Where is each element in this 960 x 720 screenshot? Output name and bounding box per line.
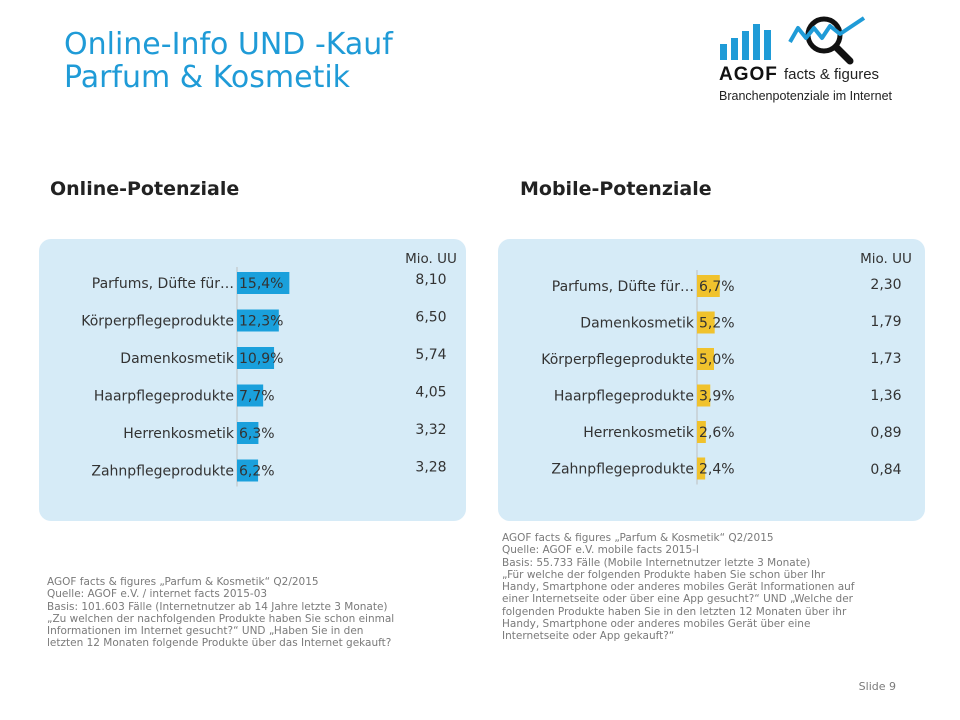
mobile-value-label: 6,7%: [699, 279, 735, 295]
mobile-unit-header: Mio. UU: [860, 251, 912, 267]
mobile-value-label: 3,9%: [699, 389, 735, 405]
online-category-label: Haarpflegeprodukte: [94, 389, 234, 405]
online-bar: [237, 384, 264, 407]
magnifier-chart-icon: [720, 16, 866, 65]
mobile-source-line: Handy, Smartphone oder anderes mobiles G…: [502, 618, 811, 631]
online-category-label: Damenkosmetik: [120, 351, 235, 367]
online-source-line: letzten 12 Monaten folgende Produkte übe…: [47, 637, 392, 650]
mobile-mio-uu-value: 2,30: [870, 277, 901, 293]
mobile-value-label: 5,0%: [699, 352, 735, 368]
online-mio-uu-value: 5,74: [415, 347, 446, 363]
page-title: Online-Info UND -Kauf Parfum & Kosmetik: [64, 28, 393, 94]
logo-brand: AGOF: [719, 64, 778, 85]
online-source-note: AGOF facts & figures „Parfum & Kosmetik“…: [47, 576, 394, 650]
online-source-line: Quelle: AGOF e.V. / internet facts 2015-…: [47, 588, 268, 601]
online-bar: [237, 347, 275, 369]
mobile-bar: [697, 457, 706, 480]
mobile-source-line: Quelle: AGOF e.V. mobile facts 2015-I: [502, 544, 700, 557]
online-chart-panel: Mio. UU Parfums, Düfte für… 15,4% 8,10 Körpe…: [39, 239, 466, 521]
online-unit-header: Mio. UU: [405, 251, 457, 267]
mobile-bar: [697, 311, 715, 334]
mobile-bar: [697, 275, 720, 297]
mobile-value-label: 2,4%: [699, 462, 735, 478]
mobile-mio-uu-value: 1,79: [870, 314, 901, 330]
online-value-label: 15,4%: [239, 276, 283, 292]
mobile-chart-panel: Mio. UU Parfums, Düfte für… 6,7% 2,30 Damenk…: [498, 239, 925, 521]
online-value-label: 10,9%: [239, 351, 283, 367]
online-value-label: 12,3%: [239, 314, 283, 330]
online-category-label: Körperpflegeprodukte: [81, 314, 234, 330]
online-category-label: Herrenkosmetik: [123, 426, 235, 442]
online-source-line: „Zu welchen der nachfolgenden Produkte h…: [47, 612, 395, 625]
mobile-bar: [697, 384, 711, 407]
mobile-category-label: Haarpflegeprodukte: [554, 389, 694, 405]
mobile-source-line: Internetseite oder App gekauft?“: [502, 630, 675, 643]
agof-logo: AGOF facts & figures Branchenpotenziale …: [718, 14, 918, 109]
mobile-category-label: Körperpflegeprodukte: [541, 352, 694, 368]
online-category-label: Zahnpflegeprodukte: [91, 464, 234, 480]
logo-subtitle: Branchenpotenziale im Internet: [719, 89, 893, 103]
online-mio-uu-value: 4,05: [415, 385, 446, 401]
mobile-value-label: 5,2%: [699, 316, 735, 332]
mobile-source-note: AGOF facts & figures „Parfum & Kosmetik“…: [502, 532, 855, 643]
mobile-bar: [697, 348, 714, 370]
mobile-mio-uu-value: 0,84: [870, 462, 901, 478]
mobile-mio-uu-value: 0,89: [870, 425, 901, 441]
slide-number: Slide 9: [858, 680, 896, 693]
online-bar: [237, 422, 259, 444]
mobile-bar: [697, 421, 706, 443]
mobile-source-line: Handy, Smartphone oder anderes mobiles G…: [502, 581, 855, 594]
mobile-mio-uu-value: 1,36: [870, 388, 901, 404]
mobile-source-line: einer Internetseite oder über eine App g…: [502, 593, 853, 606]
online-bar: [237, 309, 279, 332]
mobile-value-label: 2,6%: [699, 425, 735, 441]
online-bar: [237, 272, 290, 294]
mobile-category-label: Herrenkosmetik: [583, 425, 695, 441]
online-mio-uu-value: 3,32: [415, 422, 446, 438]
mobile-source-line: Basis: 55.733 Fälle (Mobile Internetnutz…: [502, 556, 811, 569]
online-bar-chart: Mio. UU Parfums, Düfte für… 15,4% 8,10 Körpe…: [81, 251, 457, 487]
mobile-mio-uu-value: 1,73: [870, 351, 901, 367]
online-mio-uu-value: 3,28: [415, 460, 446, 476]
mobile-source-line: „Für welche der folgenden Produkte haben…: [502, 568, 826, 581]
mobile-source-line: folgenden Produkte haben Sie in den letz…: [502, 605, 847, 618]
online-source-line: Informationen im Internet gesucht?“ UND …: [47, 625, 364, 638]
online-mio-uu-value: 6,50: [415, 310, 446, 326]
mobile-category-label: Damenkosmetik: [580, 316, 695, 332]
online-mio-uu-value: 8,10: [415, 272, 446, 288]
mobile-category-label: Zahnpflegeprodukte: [551, 462, 694, 478]
mobile-bar-chart: Mio. UU Parfums, Düfte für… 6,7% 2,30 Damenk…: [541, 251, 912, 485]
online-value-label: 6,3%: [239, 426, 275, 442]
online-value-label: 7,7%: [239, 389, 275, 405]
page-title-line2: Parfum & Kosmetik: [64, 60, 351, 95]
mobile-section-title: Mobile-Potenziale: [520, 178, 712, 200]
online-section-title: Online-Potenziale: [50, 178, 240, 200]
mobile-category-label: Parfums, Düfte für…: [552, 279, 694, 295]
page-title-line1: Online-Info UND -Kauf: [64, 27, 393, 62]
mobile-source-line: AGOF facts & figures „Parfum & Kosmetik“…: [502, 532, 774, 544]
logo-tagline: facts & figures: [784, 66, 880, 83]
online-source-line: AGOF facts & figures „Parfum & Kosmetik“…: [47, 576, 319, 588]
online-source-line: Basis: 101.603 Fälle (Internetnutzer ab …: [47, 600, 388, 613]
online-category-label: Parfums, Düfte für…: [92, 276, 234, 292]
online-bar: [237, 459, 259, 482]
online-value-label: 6,2%: [239, 464, 275, 480]
